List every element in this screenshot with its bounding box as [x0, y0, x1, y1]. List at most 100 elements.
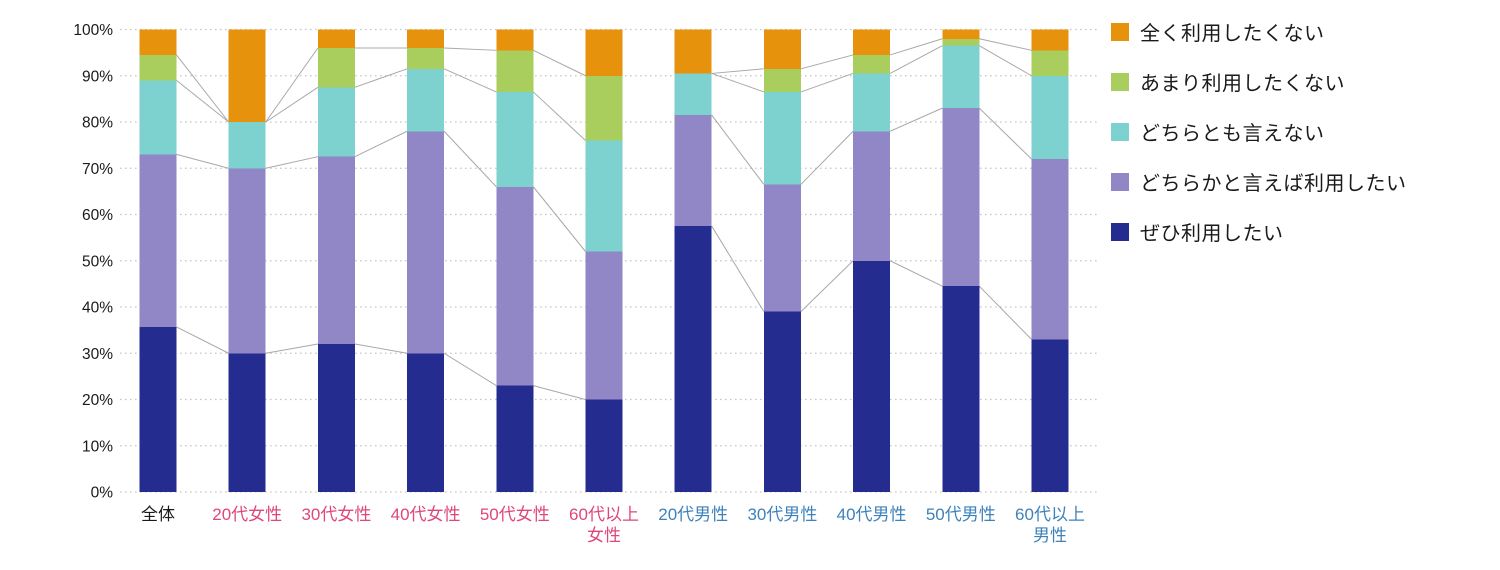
bar-segment	[585, 399, 623, 492]
connector-line	[354, 130, 408, 158]
y-axis-tick-label: 70%	[82, 161, 113, 178]
bar-segment	[139, 29, 177, 55]
bar-column	[228, 29, 266, 492]
x-axis-category-label: 20代女性	[212, 505, 282, 524]
bar-segment	[942, 45, 980, 109]
connector-line	[978, 285, 1032, 340]
connector-line	[265, 47, 319, 123]
legend-color-swatch	[1111, 222, 1129, 241]
legend-item: あまり利用したくない	[1111, 72, 1407, 95]
bar-segment	[674, 29, 712, 74]
x-axis-category-label: 60代以上	[1015, 505, 1085, 524]
connector-line	[889, 38, 943, 56]
connector-line	[176, 54, 230, 123]
bar-segment	[942, 108, 980, 287]
legend-item-label: 全く利用したくない	[1140, 23, 1325, 45]
bar-column	[853, 29, 891, 492]
bar-segment	[317, 48, 355, 88]
bar-segment	[139, 80, 177, 155]
chart-legend: 全く利用したくないあまり利用したくないどちらとも言えないどちらかと言えば利用した…	[1111, 22, 1407, 272]
bar-segment	[317, 156, 355, 344]
x-axis-category-label: 20代男性	[658, 505, 728, 524]
connector-line	[800, 130, 854, 185]
connector-line	[443, 130, 497, 188]
bar-segment	[1031, 339, 1069, 492]
x-axis-category-label: 60代以上	[569, 505, 639, 524]
legend-item-label: どちらかと言えば利用したい	[1140, 173, 1407, 195]
y-axis-tick-label: 90%	[82, 68, 113, 85]
x-axis-category-label-line2: 女性	[587, 526, 621, 545]
bar-segment	[407, 68, 445, 132]
bar-segment	[496, 50, 534, 92]
connector-line	[176, 153, 229, 169]
bar-segment	[139, 54, 177, 81]
bar-segment	[228, 122, 266, 169]
bar-segment	[317, 29, 355, 48]
legend-item-label: どちらとも言えない	[1140, 123, 1325, 145]
bar-segment	[407, 353, 445, 492]
connector-line	[354, 343, 408, 354]
bar-column	[496, 29, 534, 492]
bar-column	[585, 29, 623, 492]
y-axis-tick-label: 10%	[82, 438, 113, 455]
connector-line	[711, 72, 765, 93]
bar-segment	[853, 131, 891, 261]
bar-segment	[1031, 75, 1069, 159]
bar-segment	[942, 38, 980, 46]
bar-segment	[853, 54, 891, 74]
y-axis-tick-label: 40%	[82, 300, 113, 317]
y-axis-tick-label: 100%	[73, 22, 113, 39]
connector-line	[889, 107, 943, 132]
bar-segment	[407, 29, 445, 48]
bar-segment	[942, 286, 980, 492]
bar-segment	[496, 29, 534, 51]
bar-segment	[585, 75, 623, 141]
connector-line	[889, 260, 943, 287]
connector-line	[444, 47, 497, 51]
legend-color-swatch	[1111, 22, 1129, 41]
legend-item: ぜひ利用したい	[1111, 222, 1407, 245]
bar-column	[1031, 29, 1069, 492]
connector-line	[176, 326, 229, 354]
connector-line	[711, 114, 765, 185]
y-axis-tick-label: 0%	[91, 485, 114, 502]
legend-item-label: ぜひ利用したい	[1140, 223, 1284, 245]
connector-line	[265, 156, 319, 169]
connector-line	[265, 343, 318, 354]
connector-line	[800, 72, 854, 93]
bar-segment	[674, 226, 712, 492]
y-axis-tick-label: 80%	[82, 115, 113, 132]
bar-segment	[228, 168, 266, 354]
bar-segment	[1031, 159, 1069, 340]
bar-segment	[139, 326, 177, 492]
x-axis-category-label: 全体	[141, 505, 175, 524]
bar-segment	[228, 353, 266, 492]
legend-item: 全く利用したくない	[1111, 22, 1407, 45]
connector-line	[532, 91, 586, 141]
bar-segment	[853, 73, 891, 132]
x-axis-category-label: 30代男性	[747, 505, 817, 524]
bar-segment	[407, 48, 445, 69]
bar-segment	[496, 91, 534, 187]
x-axis-category-label: 50代女性	[480, 505, 550, 524]
x-axis-category-label: 50代男性	[926, 505, 996, 524]
bar-column	[317, 29, 355, 492]
connector-line	[533, 385, 586, 400]
bar-segment	[317, 87, 355, 157]
y-axis-tick-label: 20%	[82, 392, 113, 409]
y-axis-tick-label: 50%	[82, 253, 113, 270]
bar-segment	[674, 73, 712, 116]
connector-line	[978, 107, 1032, 160]
bar-segment	[139, 154, 177, 327]
connector-line	[800, 260, 854, 312]
x-axis-category-label: 40代男性	[837, 505, 907, 524]
bar-segment	[853, 260, 891, 492]
bar-segment	[407, 131, 445, 354]
x-axis-category-label: 30代女性	[301, 505, 371, 524]
x-axis-category-label-line2: 男性	[1033, 526, 1067, 545]
bar-segment	[674, 115, 712, 227]
bar-segment	[763, 184, 801, 312]
legend-color-swatch	[1111, 72, 1129, 91]
legend-item: どちらかと言えば利用したい	[1111, 172, 1407, 195]
